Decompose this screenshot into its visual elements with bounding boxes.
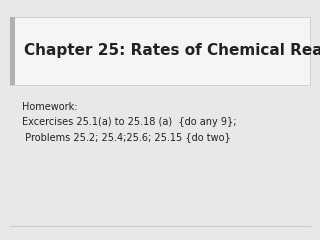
Bar: [10, 17, 310, 85]
Text: Homework:
Excercises 25.1(a) to 25.18 (a)  {do any 9};
 Problems 25.2; 25.4;25.6: Homework: Excercises 25.1(a) to 25.18 (a…: [22, 102, 236, 142]
Text: Chapter 25: Rates of Chemical Reactions: Chapter 25: Rates of Chemical Reactions: [24, 43, 320, 59]
Bar: [10, 17, 15, 85]
